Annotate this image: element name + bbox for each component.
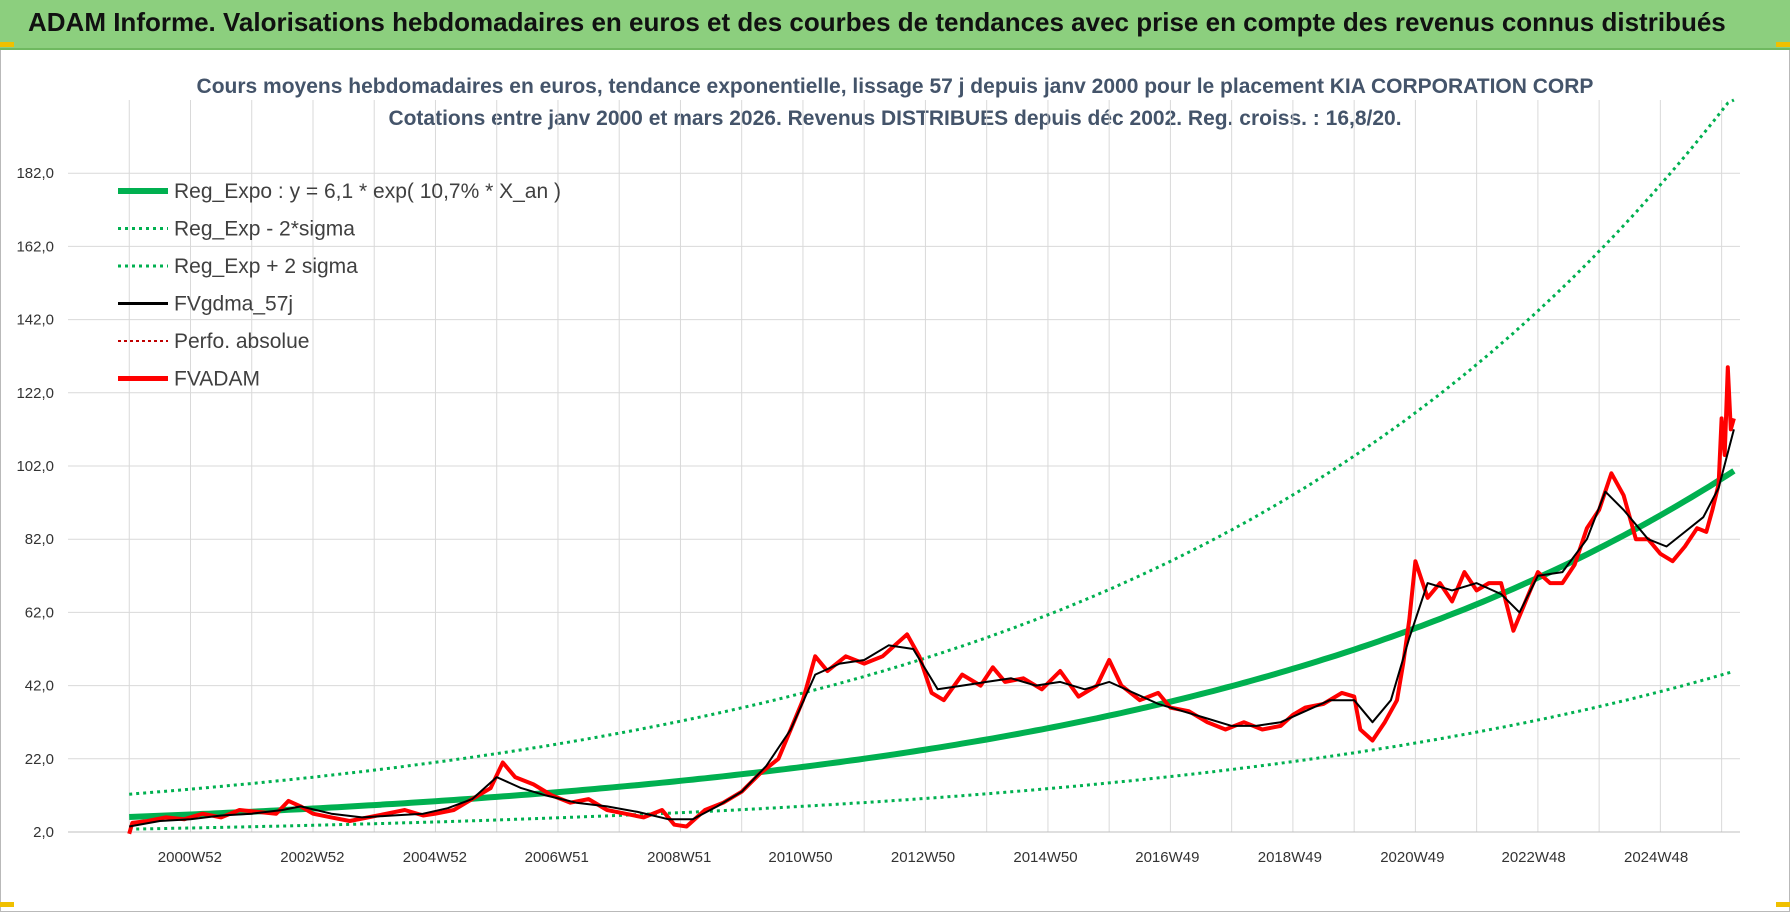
legend: Reg_Expo : y = 6,1 * exp( 10,7% * X_an )… (118, 180, 561, 391)
corner-marker (0, 902, 14, 907)
gridlines (68, 100, 1740, 833)
y-tick-label: 122,0 (16, 385, 54, 402)
x-tick-label: 2012W50 (891, 849, 955, 866)
reg-exp-minus-2sigma-line (129, 669, 1735, 831)
x-tick-label: 2004W52 (403, 849, 467, 866)
y-tick-label: 142,0 (16, 312, 54, 329)
chart-subtitle: Cotations entre janv 2000 et mars 2026. … (388, 107, 1401, 130)
x-tick-label: 2002W52 (280, 849, 344, 866)
y-tick-label: 62,0 (25, 604, 54, 621)
x-tick-label: 2008W51 (647, 849, 711, 866)
legend-label: Reg_Exp - 2*sigma (174, 218, 355, 241)
legend-label: FVgdma_57j (174, 293, 293, 316)
x-tick-label: 2000W52 (158, 849, 222, 866)
y-tick-label: 162,0 (16, 238, 54, 255)
legend-label: Perfo. absolue (174, 330, 309, 353)
y-tick-label: 2,0 (33, 824, 54, 841)
corner-marker (1776, 902, 1790, 907)
corner-marker (1776, 42, 1790, 47)
legend-label: Reg_Exp + 2 sigma (174, 255, 358, 278)
y-tick-label: 182,0 (16, 165, 54, 182)
y-tick-label: 22,0 (25, 751, 54, 768)
y-tick-label: 102,0 (16, 458, 54, 475)
banner-title: ADAM Informe. Valorisations hebdomadaire… (28, 7, 1726, 37)
x-tick-label: 2010W50 (768, 849, 832, 866)
report-banner: ADAM Informe. Valorisations hebdomadaire… (0, 0, 1790, 50)
reg-expo-line (129, 468, 1736, 820)
legend-label: Reg_Expo : y = 6,1 * exp( 10,7% * X_an ) (174, 180, 561, 203)
x-tick-label: 2018W49 (1258, 849, 1322, 866)
series-lines (127, 98, 1736, 835)
chart-title: Cours moyens hebdomadaires en euros, ten… (197, 75, 1594, 98)
y-tick-label: 42,0 (25, 678, 54, 695)
x-tick-label: 2020W49 (1380, 849, 1444, 866)
y-tick-label: 82,0 (25, 531, 54, 548)
axes: 182,0 162,0 142,0 122,0 102,0 82,0 62,0 42,0 22,… (16, 165, 1740, 866)
x-tick-label: 2006W51 (525, 849, 589, 866)
x-tick-label: 2014W50 (1013, 849, 1077, 866)
x-tick-label: 2022W48 (1501, 849, 1565, 866)
legend-label: FVADAM (174, 368, 260, 391)
x-tick-label: 2024W48 (1624, 849, 1688, 866)
corner-marker (0, 42, 14, 47)
reg-exp-plus-2sigma-line (129, 98, 1735, 796)
fvgdma-57j-line (129, 429, 1735, 828)
x-tick-label: 2016W49 (1135, 849, 1199, 866)
